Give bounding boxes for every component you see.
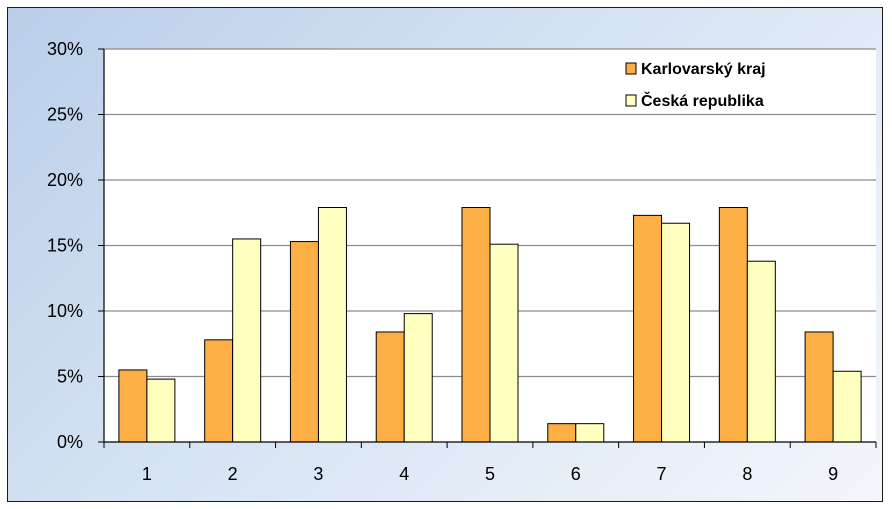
x-tick-label: 8 <box>742 464 752 484</box>
bar-series-2-cat-4 <box>403 313 433 443</box>
bar-series-1-cat-2 <box>204 339 234 443</box>
y-tick-label: 5% <box>57 367 83 387</box>
tick-labels: 0% 5% 10% 15% 20% 25% 30% 1 2 3 4 5 6 7 8 9 <box>47 39 838 484</box>
legend-label-karlovarsky-kraj: Karlovarský kraj <box>641 61 766 78</box>
bar-series-2-cat-3 <box>317 207 347 443</box>
y-tick-label: 25% <box>47 105 83 125</box>
bar-series-1-cat-1 <box>118 369 148 443</box>
x-tick-label: 5 <box>485 464 495 484</box>
y-tick-label: 10% <box>47 301 83 321</box>
x-tick-label: 4 <box>399 464 409 484</box>
y-tick-label: 15% <box>47 236 83 256</box>
y-tick-label: 20% <box>47 170 83 190</box>
legend-swatch-karlovarsky-kraj <box>625 62 637 75</box>
bar-series-2-cat-6 <box>575 423 605 443</box>
bar-series-1-cat-3 <box>289 241 319 443</box>
x-tick-label: 6 <box>571 464 581 484</box>
bar-series-2-cat-9 <box>832 370 862 443</box>
x-tick-label: 2 <box>228 464 238 484</box>
y-tick-label: 0% <box>57 432 83 452</box>
bar-series-1-cat-6 <box>547 423 577 443</box>
bar-series-2-cat-2 <box>232 238 262 443</box>
x-tick-label: 7 <box>657 464 667 484</box>
bar-series-2-cat-8 <box>746 260 776 443</box>
bar-series-2-cat-7 <box>661 222 691 443</box>
bar-series-2-cat-5 <box>489 243 519 443</box>
bar-series-1-cat-4 <box>375 331 405 443</box>
bar-series-1-cat-8 <box>718 207 748 443</box>
x-tick-label: 9 <box>828 464 838 484</box>
x-tick-label: 3 <box>313 464 323 484</box>
legend: Karlovarský kraj Česká republika <box>625 61 766 110</box>
bar-series-1-cat-5 <box>461 207 491 443</box>
axes <box>98 48 877 448</box>
x-tick-label: 1 <box>142 464 152 484</box>
bar-series-2-cat-1 <box>146 378 176 443</box>
bar-series-1-cat-9 <box>804 331 834 443</box>
legend-label-ceska-republika: Česká republika <box>641 91 764 110</box>
legend-swatch-ceska-republika <box>625 94 637 107</box>
bars <box>118 207 862 443</box>
bar-series-1-cat-7 <box>633 214 663 443</box>
y-tick-label: 30% <box>47 39 83 59</box>
